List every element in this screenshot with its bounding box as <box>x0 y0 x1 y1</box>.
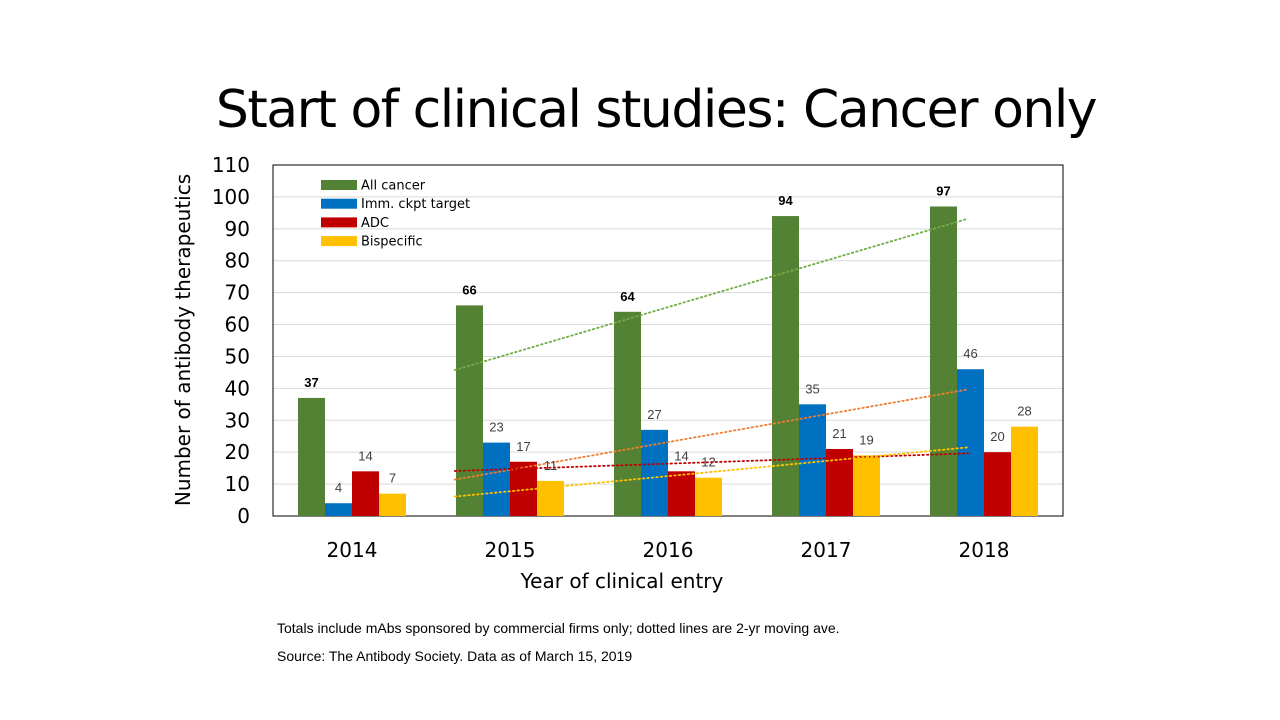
data-label: 21 <box>832 426 846 441</box>
bar <box>614 311 641 516</box>
y-tick-label: 20 <box>225 440 250 464</box>
y-axis-title: Number of antibody therapeutics <box>171 174 195 506</box>
y-tick-label: 60 <box>225 313 250 337</box>
trendline <box>453 388 970 481</box>
y-tick-label: 110 <box>212 153 250 177</box>
bar <box>853 455 880 516</box>
legend-swatch <box>321 180 357 190</box>
legend-swatch <box>321 198 357 209</box>
data-label: 4 <box>335 480 342 495</box>
data-label: 17 <box>516 439 530 454</box>
data-label: 14 <box>358 448 372 463</box>
bar <box>1011 426 1038 516</box>
legend-label: All cancer <box>361 179 426 194</box>
legend-label: Bispecific <box>361 235 423 250</box>
bar <box>379 493 406 516</box>
legend-label: Imm. ckpt target <box>361 197 470 212</box>
data-label: 19 <box>859 432 873 447</box>
data-label: 66 <box>462 282 476 297</box>
x-axis-title: Year of clinical entry <box>520 569 724 593</box>
bars <box>298 206 1038 516</box>
x-tick-label: 2016 <box>643 538 694 562</box>
x-tick-label: 2018 <box>959 538 1010 562</box>
data-label: 7 <box>389 471 396 486</box>
y-tick-label: 70 <box>225 281 250 305</box>
y-tick-label: 30 <box>225 408 250 432</box>
x-axis-ticks: 2014 2015 2016 2017 2018 <box>327 538 1010 562</box>
legend-swatch <box>321 217 357 228</box>
data-label: 12 <box>701 455 715 470</box>
data-label: 64 <box>620 289 635 304</box>
trendline <box>453 217 970 371</box>
data-labels: 37 66 64 94 97 4 23 27 35 46 14 17 14 21 20 7 11 12 19 28 <box>304 183 1031 495</box>
x-tick-label: 2015 <box>485 538 536 562</box>
bar <box>930 206 957 516</box>
y-tick-label: 0 <box>237 504 250 528</box>
bar <box>772 216 799 516</box>
y-tick-label: 80 <box>225 249 250 273</box>
data-label: 35 <box>805 381 819 396</box>
slide-title: Start of clinical studies: Cancer only <box>215 80 1098 140</box>
data-label: 28 <box>1017 404 1031 419</box>
y-tick-label: 90 <box>225 217 250 241</box>
bar <box>668 471 695 516</box>
footnote: Totals include mAbs sponsored by commerc… <box>277 620 840 636</box>
bar <box>325 503 352 516</box>
x-tick-label: 2014 <box>327 538 378 562</box>
legend: All cancer Imm. ckpt target ADC Bispecific <box>321 179 470 250</box>
bar <box>352 471 379 516</box>
trendline <box>453 446 970 498</box>
data-label: 94 <box>778 193 793 208</box>
trendline <box>453 452 970 472</box>
data-label: 23 <box>489 420 503 435</box>
y-tick-label: 50 <box>225 344 250 368</box>
bar <box>799 404 826 516</box>
x-tick-label: 2017 <box>801 538 852 562</box>
data-label: 37 <box>304 375 318 390</box>
bar <box>984 452 1011 516</box>
y-tick-label: 10 <box>225 472 250 496</box>
data-label: 14 <box>674 448 688 463</box>
legend-label: ADC <box>361 216 389 231</box>
data-label: 27 <box>647 407 661 422</box>
y-axis-ticks: 0 10 20 30 40 50 60 70 80 90 100 110 <box>212 153 250 528</box>
trendlines <box>453 217 970 498</box>
data-label: 20 <box>990 429 1004 444</box>
source-note: Source: The Antibody Society. Data as of… <box>277 648 633 664</box>
bar <box>298 397 325 516</box>
bar <box>695 477 722 516</box>
bar <box>957 369 984 516</box>
data-label: 46 <box>963 346 977 361</box>
y-tick-label: 100 <box>212 185 250 209</box>
bar <box>483 442 510 516</box>
data-label: 97 <box>936 183 950 198</box>
data-label: 11 <box>544 458 558 473</box>
bar <box>456 305 483 516</box>
legend-swatch <box>321 236 357 247</box>
y-tick-label: 40 <box>225 376 250 400</box>
